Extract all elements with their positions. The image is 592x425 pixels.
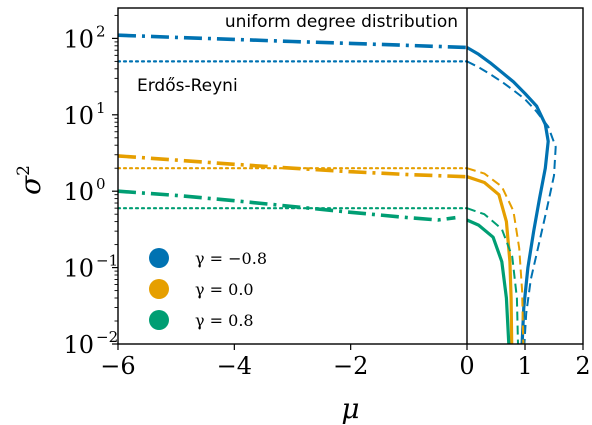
y-axis-label-superscript: 2 — [14, 165, 34, 176]
legend: γ = −0.8 γ = 0.0 γ = 0.8 — [149, 248, 267, 330]
x-tick-label: 1 — [517, 352, 532, 380]
series-2-solid-line — [466, 175, 514, 344]
x-tick-label: 2 — [575, 352, 590, 380]
legend-marker — [149, 279, 169, 299]
annotation-background — [178, 9, 464, 33]
series-3-dashdot-line — [118, 189, 456, 222]
series-lines — [118, 33, 557, 344]
series-1-dashed-line — [466, 60, 557, 344]
y-tick-label: 10 — [63, 102, 94, 130]
legend-marker — [149, 310, 169, 330]
x-tick-label: −4 — [217, 352, 252, 380]
series-2-dashdot-line — [118, 154, 468, 179]
series-1-solid-line — [466, 46, 550, 344]
legend-label: γ = 0.8 — [195, 311, 254, 330]
x-tick-label: −6 — [100, 352, 135, 380]
legend-label: γ = −0.8 — [195, 249, 267, 268]
y-tick-exponent: 2 — [96, 22, 106, 40]
x-axis-label: μ — [341, 392, 359, 425]
annotation-erdos-reyni: Erdős-Reyni — [137, 76, 238, 96]
y-tick-label: 10 — [63, 178, 94, 206]
y-tick-exponent: −1 — [96, 252, 118, 270]
y-tick-label: 10 — [63, 331, 94, 359]
x-tick-label: 0 — [459, 352, 474, 380]
series-1-dashdot-line — [118, 33, 468, 50]
y-tick-exponent: −2 — [96, 328, 118, 346]
legend-label: γ = 0.0 — [195, 280, 254, 299]
legend-marker — [149, 248, 169, 268]
plot-area — [117, 7, 584, 345]
x-tick-label: −2 — [333, 352, 368, 380]
series-3-dashed-line — [466, 207, 519, 344]
annotation-uniform: uniform degree distribution — [225, 12, 458, 32]
y-tick-exponent: 1 — [96, 99, 106, 117]
y-tick-label: 10 — [63, 25, 94, 53]
y-tick-label: 10 — [63, 255, 94, 283]
series-2-dashed-line — [466, 167, 525, 344]
y-tick-exponent: 0 — [96, 175, 106, 193]
series-3-solid-line — [466, 218, 511, 344]
